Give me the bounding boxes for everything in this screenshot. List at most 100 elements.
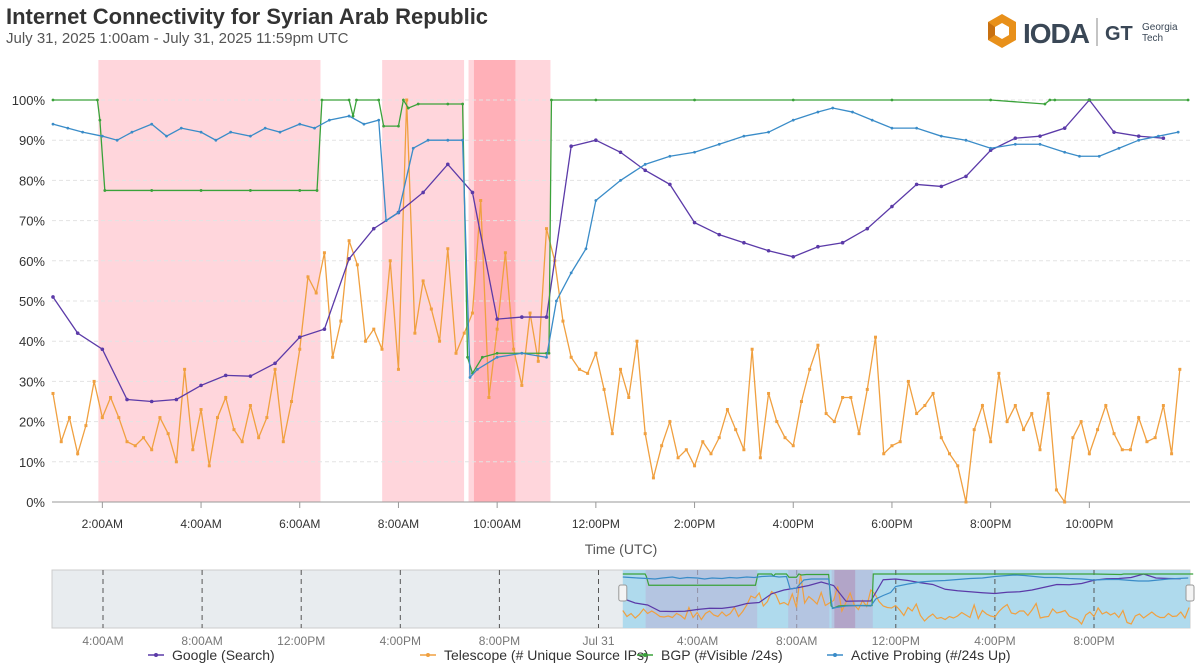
page-title: Internet Connectivity for Syrian Arab Re… (6, 4, 489, 29)
telescope-point (405, 98, 409, 102)
navigator-tick-label: 4:00AM (677, 634, 718, 648)
active_probing-point (446, 138, 450, 142)
navigator-handle[interactable] (1185, 584, 1195, 602)
telescope-point (989, 440, 993, 444)
active_probing-point (1038, 142, 1042, 146)
y-tick-label: 10% (19, 455, 45, 470)
active_probing-point (520, 351, 524, 355)
google-point (668, 182, 672, 187)
x-tick-label: 4:00AM (180, 517, 221, 531)
legend-item-google[interactable]: Google (Search) (148, 647, 275, 663)
telescope-point (503, 251, 507, 255)
navigator-handle[interactable] (618, 584, 628, 602)
telescope-point (980, 404, 984, 408)
telescope-point (964, 500, 968, 504)
google-point (1112, 130, 1116, 134)
telescope-point (512, 347, 516, 351)
telescope-point (1128, 448, 1132, 452)
bgp-point (547, 351, 551, 355)
active_probing-point (150, 122, 154, 126)
telescope-point (931, 391, 935, 395)
x-tick-label: 10:00PM (1065, 517, 1113, 531)
ioda-logo[interactable]: IODA GT Georgia Tech (985, 12, 1195, 50)
legend-item-active_probing[interactable]: Active Probing (#/24s Up) (827, 647, 1011, 663)
telescope-point (487, 395, 491, 399)
navigator[interactable]: 4:00AM 8:00AM 12:00PM 4:00PM 8:00PM Jul 31 4:0… (51, 569, 1195, 648)
outage-region (98, 60, 321, 502)
bgp-point (355, 98, 358, 102)
google-point (939, 184, 944, 189)
svg-text:IODA: IODA (1023, 18, 1090, 49)
telescope-point (364, 339, 368, 343)
active_probing-point (890, 126, 894, 130)
google-point (1038, 134, 1042, 138)
bgp-point (594, 98, 598, 102)
google-point (742, 240, 746, 245)
legend-item-telescope[interactable]: Telescope (# Unique Source IPs) (420, 647, 649, 663)
bgp-point (1087, 98, 1091, 102)
active_probing-point (870, 118, 874, 122)
active_probing-line (52, 107, 1179, 379)
google-point (75, 331, 80, 335)
telescope-point (265, 416, 269, 420)
x-tick-label: 6:00PM (871, 517, 912, 531)
telescope-point (1178, 367, 1182, 371)
telescope-point (956, 464, 960, 468)
navigator-tick-label: 4:00PM (380, 634, 421, 648)
y-tick-label: 50% (19, 294, 45, 309)
telescope-point (783, 436, 787, 440)
telescope-point (199, 408, 203, 412)
telescope-point (725, 408, 729, 412)
bgp-point (693, 98, 696, 102)
telescope-point (141, 436, 145, 440)
bgp-point (406, 106, 410, 110)
active_probing-point (214, 138, 218, 142)
google-point (125, 397, 129, 402)
legend-marker (426, 653, 430, 657)
bgp-point (98, 118, 102, 122)
telescope-point (495, 327, 499, 331)
google-point (347, 256, 351, 261)
bgp-point (989, 98, 993, 102)
legend-item-bgp[interactable]: BGP (#Visible /24s) (637, 647, 783, 663)
google-point (717, 232, 722, 237)
google-point (248, 374, 253, 378)
telescope-point (273, 367, 277, 371)
y-tick-label: 0% (26, 495, 45, 510)
bgp-point (416, 102, 420, 106)
active_probing-point (115, 138, 119, 142)
telescope-point (520, 383, 524, 387)
active_probing-point (229, 130, 233, 134)
google-point (1062, 126, 1067, 130)
telescope-point (166, 432, 170, 436)
active_probing-point (397, 211, 400, 214)
google-point (618, 150, 623, 155)
google-point (988, 148, 993, 153)
bgp-point (397, 124, 400, 128)
outage-region (473, 60, 516, 502)
series-active_probing (51, 106, 1180, 379)
active_probing-point (619, 179, 622, 182)
google-point (914, 182, 919, 187)
active_probing-point (100, 134, 104, 138)
active_probing-point (915, 126, 919, 130)
x-tick-label: 10:00AM (473, 517, 521, 531)
telescope-point (133, 444, 137, 448)
bgp-point (1186, 98, 1190, 102)
active_probing-point (426, 138, 430, 142)
telescope-point (1046, 391, 1050, 395)
telescope-point (610, 432, 614, 436)
telescope-point (832, 420, 836, 424)
telescope-point (709, 452, 713, 456)
telescope-point (1120, 448, 1124, 452)
telescope-point (183, 367, 187, 371)
telescope-point (569, 355, 573, 359)
google-point (495, 317, 499, 321)
x-tick-label: 2:00PM (674, 517, 715, 531)
telescope-point (791, 444, 795, 448)
active_probing-point (831, 106, 835, 110)
active_probing-point (199, 130, 203, 134)
telescope-point (775, 420, 779, 424)
legend: Google (Search) Telescope (# Unique Sourc… (148, 647, 1011, 663)
google-point (273, 361, 277, 366)
